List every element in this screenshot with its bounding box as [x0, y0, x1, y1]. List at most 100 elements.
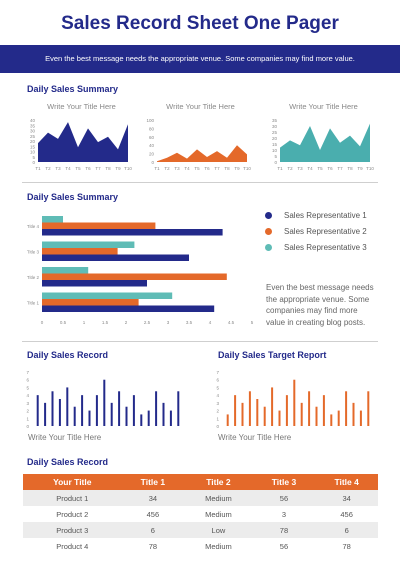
legend-label-rep3: Sales Representative 3 [284, 242, 367, 252]
x-tick-label: T2 [164, 166, 170, 171]
x-tick-label: T9 [357, 166, 363, 171]
table-cell: Medium [184, 538, 253, 554]
y-tick-label: 25 [272, 130, 278, 135]
bar [345, 391, 348, 426]
table-row: Product 4 78 Medium 56 78 [23, 538, 378, 554]
x-tick-label: 2 [125, 320, 128, 325]
x-tick-label: T10 [366, 166, 374, 171]
category-label: Title 1 [27, 300, 40, 305]
y-tick-label: 15 [272, 142, 278, 147]
x-tick-label: T2 [287, 166, 293, 171]
section1-heading: Daily Sales Summary [27, 84, 119, 94]
legend-dot-rep2 [265, 227, 272, 235]
bar-sales-representative-1 [42, 280, 147, 287]
table-cell: Product 4 [23, 538, 122, 554]
bar [367, 391, 370, 426]
table-header-row: Your Title Title 1 Title 2 Title 3 Title… [23, 474, 378, 490]
y-tick-label: 30 [30, 129, 36, 134]
intro-banner: Even the best message needs the appropri… [0, 45, 400, 73]
x-tick-label: 1 [83, 320, 86, 325]
column-header: Your Title [23, 474, 122, 490]
x-tick-label: T7 [95, 166, 101, 171]
x-tick-label: T6 [204, 166, 210, 171]
section2-note: Even the best message needs the appropri… [266, 283, 374, 327]
table-cell: 78 [315, 538, 378, 554]
daily-record-bar-chart: 0 1 2 3 4 5 6 7 [26, 370, 180, 429]
bar [293, 379, 296, 426]
left-chart-caption: Write Your Title Here [28, 433, 102, 442]
right-chart-caption: Write Your Title Here [218, 433, 292, 442]
bar [132, 395, 135, 426]
bar [322, 395, 325, 426]
bar-sales-representative-3 [42, 292, 173, 299]
y-tick-label: 40 [30, 118, 36, 123]
column-header: Title 2 [184, 474, 253, 490]
bar-sales-representative-3 [42, 241, 135, 248]
x-tick-label: T7 [214, 166, 220, 171]
bar [110, 402, 113, 426]
category-label: Title 4 [27, 224, 40, 229]
area-chart-2-subtitle: Write Your Title Here [166, 102, 235, 111]
legend-item: Sales Representative 1 [265, 207, 367, 223]
page-title: Sales Record Sheet One Pager [61, 13, 339, 34]
legend-label-rep2: Sales Representative 2 [284, 226, 367, 236]
bar [248, 391, 251, 426]
y-tick-label: 5 [216, 385, 219, 390]
x-tick-label: 3.5 [186, 320, 193, 325]
y-tick-label: 5 [274, 154, 277, 159]
x-tick-label: T1 [35, 166, 41, 171]
bar-sales-representative-2 [42, 222, 156, 229]
table-cell: 78 [252, 522, 316, 538]
x-tick-label: 3 [167, 320, 170, 325]
table-cell: 78 [121, 538, 185, 554]
x-tick-label: T9 [115, 166, 121, 171]
x-tick-label: 1.5 [102, 320, 109, 325]
x-tick-label: T8 [105, 166, 111, 171]
x-tick-label: 4.5 [228, 320, 235, 325]
bar [44, 402, 47, 426]
table-row: Product 3 6 Low 78 6 [23, 522, 378, 538]
y-tick-label: 40 [149, 143, 155, 148]
bar [147, 410, 150, 426]
bar [66, 387, 69, 426]
bar [118, 391, 121, 426]
area-chart-1-subtitle: Write Your Title Here [47, 102, 116, 111]
y-tick-label: 10 [30, 150, 36, 155]
table-cell: Medium [184, 506, 253, 522]
table-cell: 6 [315, 522, 378, 538]
x-tick-label: T4 [307, 166, 313, 171]
y-tick-label: 0 [32, 160, 35, 165]
x-tick-label: T5 [194, 166, 200, 171]
x-tick-label: T10 [243, 166, 251, 171]
x-tick-label: 5 [251, 320, 254, 325]
table-cell: Low [184, 522, 253, 538]
table-row: Product 2 456 Medium 3 456 [23, 506, 378, 522]
bar [95, 395, 98, 426]
bar-sales-representative-3 [42, 216, 63, 223]
bar-sales-representative-1 [42, 254, 189, 261]
horizontal-bar-chart: Title 4 Title 3 Title 2 Title 1 0 0.5 1 1.5 2 2.5… [27, 216, 254, 325]
y-tick-label: 0 [274, 160, 277, 165]
x-tick-label: 0.5 [60, 320, 67, 325]
area-chart-2: 0 20 40 60 80 100 T1 T2 T3 T4 T5 T6 T7 T8 T9 T10 [146, 118, 251, 171]
y-tick-label: 15 [30, 144, 36, 149]
bar [352, 402, 355, 426]
x-tick-label: T2 [45, 166, 51, 171]
y-tick-label: 6 [26, 378, 29, 383]
table-cell: 456 [121, 506, 185, 522]
column-header: Title 1 [121, 474, 185, 490]
bar [359, 410, 362, 426]
table-row: Product 1 34 Medium 56 34 [23, 490, 378, 506]
bar [51, 391, 54, 426]
category-label: Title 2 [27, 275, 40, 280]
x-tick-label: T6 [85, 166, 91, 171]
bar [169, 410, 172, 426]
legend-dot-rep3 [265, 243, 272, 251]
legend-dot-rep1 [265, 211, 272, 219]
x-tick-label: T5 [75, 166, 81, 171]
divider [22, 341, 378, 342]
table-cell: 456 [315, 506, 378, 522]
legend-item: Sales Representative 2 [265, 223, 367, 239]
section3-right-heading: Daily Sales Target Report [218, 350, 327, 360]
